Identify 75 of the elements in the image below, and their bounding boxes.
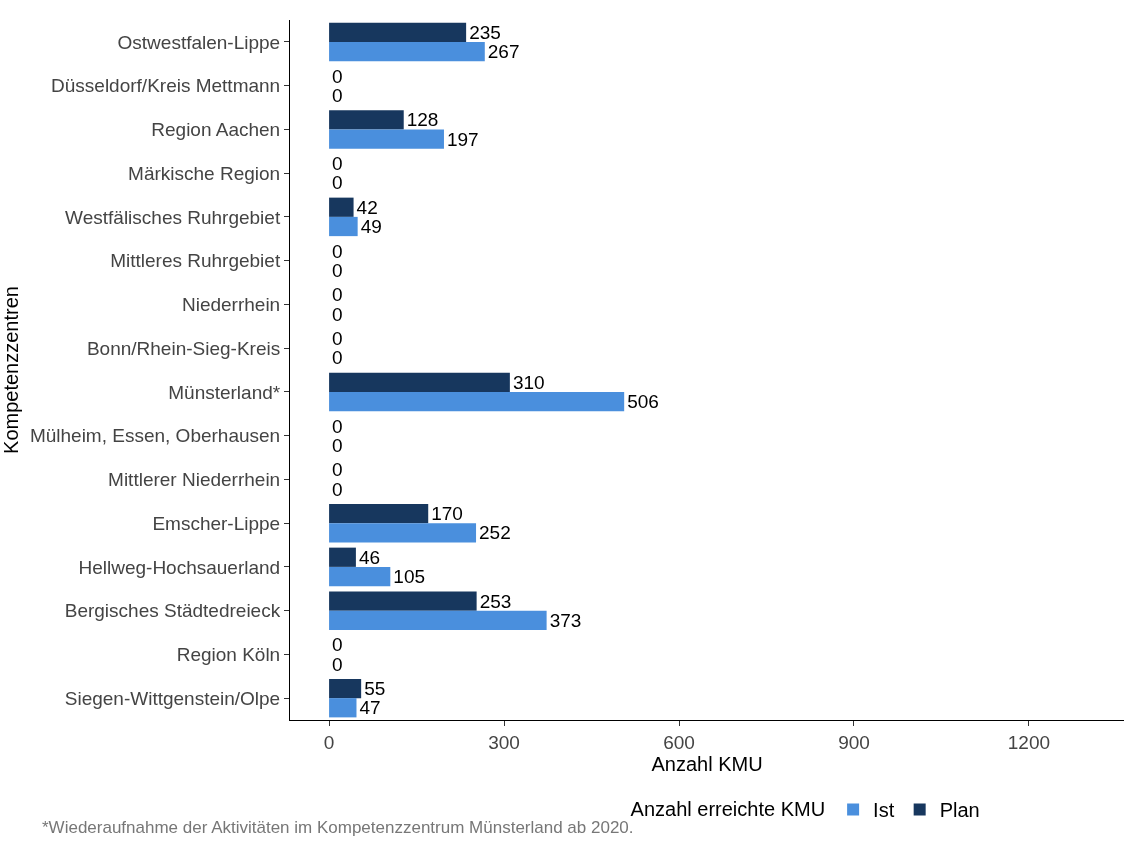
bar: [329, 129, 444, 149]
y-tick-label: Hellweg-Hochsauerland: [78, 556, 281, 578]
y-tick-label: Region Aachen: [151, 119, 281, 141]
bar: [329, 41, 485, 62]
data-label: 0: [332, 65, 343, 87]
bar: [329, 523, 477, 543]
data-label: 0: [332, 84, 343, 106]
data-label: 373: [549, 609, 582, 631]
data-label: 47: [359, 697, 381, 719]
y-tick-label: Bergisches Städtedreieck: [64, 600, 281, 622]
data-label: 0: [332, 153, 343, 175]
y-tick-label: Siegen-Wittgenstein/Olpe: [64, 687, 281, 709]
data-label: 0: [332, 415, 343, 437]
data-label: 0: [332, 347, 343, 369]
bar: [329, 391, 625, 412]
data-label: 253: [479, 590, 512, 612]
data-label: 55: [364, 678, 386, 700]
bar: [329, 591, 477, 611]
bar: [329, 216, 358, 237]
y-tick-label: Emscher-Lippe: [152, 512, 281, 534]
data-label: 0: [332, 284, 343, 306]
bar: [329, 610, 547, 630]
y-tick-label: Märkische Region: [128, 162, 281, 184]
y-tick-label: Düsseldorf/Kreis Mettmann: [51, 75, 281, 97]
y-tick-label: Bonn/Rhein-Sieg-Kreis: [86, 337, 281, 359]
data-label: 0: [332, 653, 343, 675]
data-label: 0: [332, 459, 343, 481]
x-tick-label: 1200: [1007, 731, 1051, 753]
data-label: 267: [487, 41, 520, 63]
y-tick-label: Mülheim, Essen, Oberhausen: [29, 425, 281, 447]
y-tick-label: Mittlerer Niederrhein: [108, 469, 281, 491]
legend-label: Ist: [873, 799, 895, 822]
data-label: 128: [406, 109, 439, 131]
data-label: 49: [360, 216, 382, 238]
bar: [329, 372, 510, 392]
text: *Wiederaufnahme der Aktivitäten im Kompetenzzentrum Münsterland ab 2020.: [42, 818, 634, 837]
x-tick-label: 0: [323, 731, 335, 753]
bar: [329, 197, 354, 217]
y-tick-label: Niederrhein: [181, 294, 281, 316]
data-label: 0: [332, 240, 343, 262]
data-label: 0: [332, 303, 343, 325]
y-axis-title: Kompetenzzentren: [0, 286, 22, 454]
bar: [329, 110, 404, 130]
data-label: 170: [431, 503, 463, 525]
x-tick-label: 900: [838, 731, 870, 753]
legend-label: Plan: [939, 799, 980, 822]
data-label: 235: [469, 21, 501, 43]
bar: [329, 503, 429, 524]
y-tick-label: Münsterland*: [168, 381, 281, 403]
data-label: 310: [512, 371, 545, 393]
data-label: 0: [332, 634, 343, 656]
data-label: 0: [332, 259, 343, 281]
x-tick-label: 600: [663, 731, 695, 753]
bar: [329, 22, 467, 42]
data-label: 252: [479, 522, 511, 544]
bar: [329, 698, 357, 718]
y-tick-label: Westfälisches Ruhrgebiet: [65, 206, 281, 228]
bar: [329, 566, 391, 587]
data-label: 506: [627, 391, 659, 413]
data-label: 0: [332, 478, 343, 500]
bar: [329, 547, 356, 567]
data-label: 0: [332, 172, 343, 194]
bar: [329, 678, 362, 699]
x-axis-title: Anzahl KMU: [651, 752, 763, 775]
y-tick-label: Mittleres Ruhrgebiet: [110, 250, 281, 272]
y-tick-label: Ostwestfalen-Lippe: [117, 31, 281, 53]
y-tick-label: Region Köln: [176, 644, 281, 666]
x-tick-label: 300: [488, 731, 520, 753]
data-label: 197: [446, 128, 479, 150]
data-label: 0: [332, 328, 343, 350]
data-label: 0: [332, 434, 343, 456]
legend-title: Anzahl erreichte KMU: [630, 798, 826, 820]
data-label: 46: [358, 546, 381, 568]
data-label: 105: [393, 566, 426, 588]
data-label: 42: [356, 196, 378, 218]
